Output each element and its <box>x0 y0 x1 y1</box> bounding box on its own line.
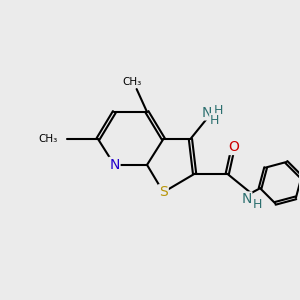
Text: N: N <box>242 192 252 206</box>
Text: N: N <box>201 106 212 120</box>
Text: N: N <box>109 158 119 172</box>
Text: H: H <box>214 104 223 117</box>
Text: H: H <box>210 114 219 127</box>
Text: S: S <box>159 185 168 199</box>
Text: CH₃: CH₃ <box>122 76 142 87</box>
Text: O: O <box>228 140 239 154</box>
Text: H: H <box>252 199 262 212</box>
Text: CH₃: CH₃ <box>39 134 58 144</box>
